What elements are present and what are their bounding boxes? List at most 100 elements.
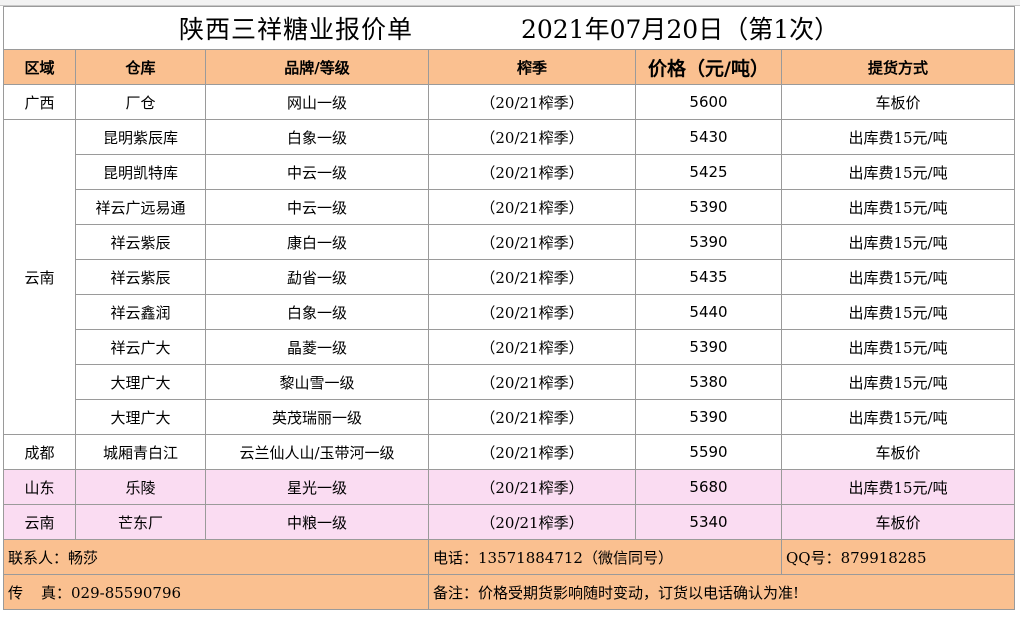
season-cell[interactable]: （20/21榨季） [428, 119, 636, 155]
brand-cell[interactable]: 晶菱一级 [205, 329, 429, 365]
delivery-cell[interactable]: 车板价 [780, 504, 1016, 540]
header-delivery[interactable]: 提货方式 [780, 49, 1016, 85]
region-cell[interactable]: 云南 [3, 119, 76, 435]
footer-row-fax: 传真：029-85590796 备注：价格受期货影响随时变动，订货以电话确认为准… [3, 574, 1016, 610]
header-brand[interactable]: 品牌/等级 [205, 49, 429, 85]
brand-cell[interactable]: 英茂瑞丽一级 [205, 399, 429, 435]
price-cell[interactable]: 5440 [635, 294, 782, 330]
table-row: 山东 乐陵 星光一级 （20/21榨季） 5680 出库费15元/吨 [3, 469, 1016, 505]
brand-cell[interactable]: 康白一级 [205, 224, 429, 260]
company-quote-title: 陕西三祥糖业报价单 [178, 15, 413, 44]
price-cell[interactable]: 5435 [635, 259, 782, 295]
contact-person-cell[interactable]: 联系人：畅莎 [3, 539, 429, 575]
delivery-cell[interactable]: 出库费15元/吨 [780, 119, 1016, 155]
header-price[interactable]: 价格（元/吨） [635, 49, 782, 85]
header-season[interactable]: 榨季 [428, 49, 636, 85]
fax-label: 传 [8, 583, 24, 602]
delivery-cell[interactable]: 出库费15元/吨 [780, 364, 1016, 400]
note-cell[interactable]: 备注：价格受期货影响随时变动，订货以电话确认为准! [427, 574, 1016, 610]
warehouse-cell[interactable]: 昆明凯特库 [75, 154, 206, 190]
table-row: 大理广大 黎山雪一级 （20/21榨季） 5380 出库费15元/吨 [4, 364, 1016, 400]
brand-cell[interactable]: 勐省一级 [205, 259, 429, 295]
price-cell[interactable]: 5390 [635, 329, 782, 365]
season-cell[interactable]: （20/21榨季） [428, 224, 636, 260]
season-cell[interactable]: （20/21榨季） [428, 364, 636, 400]
season-cell[interactable]: （20/21榨季） [428, 329, 636, 365]
region-cell[interactable]: 山东 [3, 469, 76, 505]
delivery-cell[interactable]: 出库费15元/吨 [780, 469, 1016, 505]
brand-cell[interactable]: 中云一级 [205, 154, 429, 190]
table-row: 祥云紫辰 勐省一级 （20/21榨季） 5435 出库费15元/吨 [4, 259, 1016, 295]
warehouse-cell[interactable]: 昆明紫辰库 [75, 119, 206, 155]
delivery-cell[interactable]: 出库费15元/吨 [780, 224, 1016, 260]
brand-cell[interactable]: 中云一级 [205, 189, 429, 225]
brand-cell[interactable]: 星光一级 [205, 469, 429, 505]
price-cell[interactable]: 5390 [635, 399, 782, 435]
season-cell[interactable]: （20/21榨季） [428, 189, 636, 225]
warehouse-cell[interactable]: 祥云广远易通 [75, 189, 206, 225]
delivery-cell[interactable]: 出库费15元/吨 [780, 399, 1016, 435]
warehouse-cell[interactable]: 祥云紫辰 [75, 224, 206, 260]
brand-cell[interactable]: 网山一级 [205, 84, 429, 120]
region-cell[interactable]: 成都 [3, 434, 76, 470]
season-cell[interactable]: （20/21榨季） [428, 154, 636, 190]
warehouse-cell[interactable]: 乐陵 [75, 469, 206, 505]
price-cell[interactable]: 5390 [635, 189, 782, 225]
region-cell[interactable]: 云南 [3, 504, 76, 540]
table-row: 云南 昆明紫辰库 白象一级 （20/21榨季） 5430 出库费15元/吨 [3, 119, 1016, 435]
delivery-cell[interactable]: 车板价 [780, 84, 1016, 120]
price-cell[interactable]: 5600 [635, 84, 782, 120]
warehouse-cell[interactable]: 祥云紫辰 [75, 259, 206, 295]
table-row: 祥云广大 晶菱一级 （20/21榨季） 5390 出库费15元/吨 [4, 329, 1016, 365]
fax-value: 真：029-85590796 [41, 583, 182, 602]
season-cell[interactable]: （20/21榨季） [428, 294, 636, 330]
season-cell[interactable]: （20/21榨季） [428, 434, 636, 470]
phone-cell[interactable]: 电话：13571884712（微信同号） [428, 539, 782, 575]
delivery-cell[interactable]: 出库费15元/吨 [780, 329, 1016, 365]
price-cell[interactable]: 5390 [635, 224, 782, 260]
column-header-strip [0, 0, 1020, 6]
qq-cell[interactable]: QQ号：879918285 [780, 539, 1016, 575]
warehouse-cell[interactable]: 厂仓 [75, 84, 206, 120]
season-cell[interactable]: （20/21榨季） [428, 504, 636, 540]
delivery-cell[interactable]: 车板价 [780, 434, 1016, 470]
delivery-cell[interactable]: 出库费15元/吨 [780, 189, 1016, 225]
warehouse-cell[interactable]: 大理广大 [75, 399, 206, 435]
table-row: 云南 芒东厂 中粮一级 （20/21榨季） 5340 车板价 [3, 504, 1016, 540]
table-row: 大理广大 英茂瑞丽一级 （20/21榨季） 5390 出库费15元/吨 [4, 399, 1016, 435]
season-cell[interactable]: （20/21榨季） [428, 399, 636, 435]
warehouse-cell[interactable]: 城厢青白江 [75, 434, 206, 470]
brand-cell[interactable]: 云兰仙人山/玉带河一级 [205, 434, 429, 470]
brand-cell[interactable]: 黎山雪一级 [205, 364, 429, 400]
header-region[interactable]: 区域 [3, 49, 76, 85]
price-cell[interactable]: 5425 [635, 154, 782, 190]
region-cell[interactable]: 广西 [3, 84, 76, 120]
table-row: 祥云广远易通 中云一级 （20/21榨季） 5390 出库费15元/吨 [4, 189, 1016, 225]
price-cell[interactable]: 5590 [635, 434, 782, 470]
brand-cell[interactable]: 中粮一级 [205, 504, 429, 540]
brand-cell[interactable]: 白象一级 [205, 119, 429, 155]
table-row: 昆明凯特库 中云一级 （20/21榨季） 5425 出库费15元/吨 [4, 154, 1016, 190]
warehouse-cell[interactable]: 芒东厂 [75, 504, 206, 540]
warehouse-cell[interactable]: 祥云广大 [75, 329, 206, 365]
delivery-cell[interactable]: 出库费15元/吨 [780, 154, 1016, 190]
footer-row-contact: 联系人：畅莎 电话：13571884712（微信同号） QQ号：87991828… [3, 539, 1016, 575]
price-cell[interactable]: 5340 [635, 504, 782, 540]
delivery-cell[interactable]: 出库费15元/吨 [780, 259, 1016, 295]
price-cell[interactable]: 5380 [635, 364, 782, 400]
season-cell[interactable]: （20/21榨季） [428, 84, 636, 120]
table-row: 祥云紫辰 康白一级 （20/21榨季） 5390 出库费15元/吨 [4, 224, 1016, 260]
fax-cell[interactable]: 传真：029-85590796 [3, 574, 429, 610]
sheet-title-cell[interactable]: 陕西三祥糖业报价单 2021年07月20日（第1次） [2, 6, 1016, 50]
warehouse-cell[interactable]: 大理广大 [75, 364, 206, 400]
header-warehouse[interactable]: 仓库 [75, 49, 206, 85]
brand-cell[interactable]: 白象一级 [205, 294, 429, 330]
season-cell[interactable]: （20/21榨季） [428, 469, 636, 505]
delivery-cell[interactable]: 出库费15元/吨 [780, 294, 1016, 330]
season-cell[interactable]: （20/21榨季） [428, 259, 636, 295]
table-row: 成都 城厢青白江 云兰仙人山/玉带河一级 （20/21榨季） 5590 车板价 [3, 434, 1016, 470]
table-row: 祥云鑫润 白象一级 （20/21榨季） 5440 出库费15元/吨 [4, 294, 1016, 330]
warehouse-cell[interactable]: 祥云鑫润 [75, 294, 206, 330]
price-cell[interactable]: 5430 [635, 119, 782, 155]
price-cell[interactable]: 5680 [635, 469, 782, 505]
